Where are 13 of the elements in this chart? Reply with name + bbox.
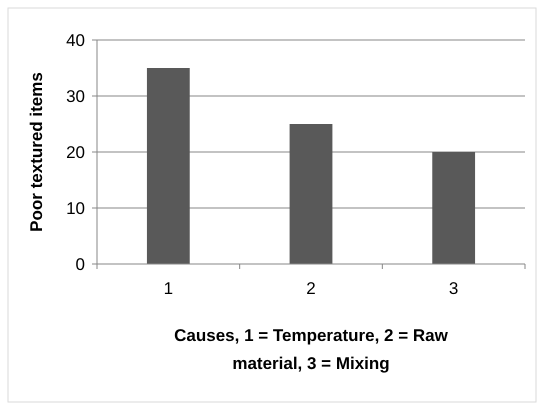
bar [290, 124, 332, 264]
y-axis-title: Poor textured items [27, 72, 46, 232]
y-tick-label: 10 [66, 198, 85, 218]
x-tick-label: 1 [164, 279, 174, 298]
bar [146, 68, 190, 264]
x-tick-label: 3 [448, 279, 458, 298]
x-axis-title: Causes, 1 = Temperature, 2 = Raw material, 3 = Mixing [174, 326, 449, 373]
x-tick-label: 2 [306, 279, 316, 298]
bar [432, 152, 476, 264]
y-tick-label: 20 [66, 142, 85, 162]
y-tick-label: 30 [66, 86, 85, 106]
y-tick-label: 40 [66, 30, 85, 50]
y-tick-label: 0 [76, 254, 85, 274]
